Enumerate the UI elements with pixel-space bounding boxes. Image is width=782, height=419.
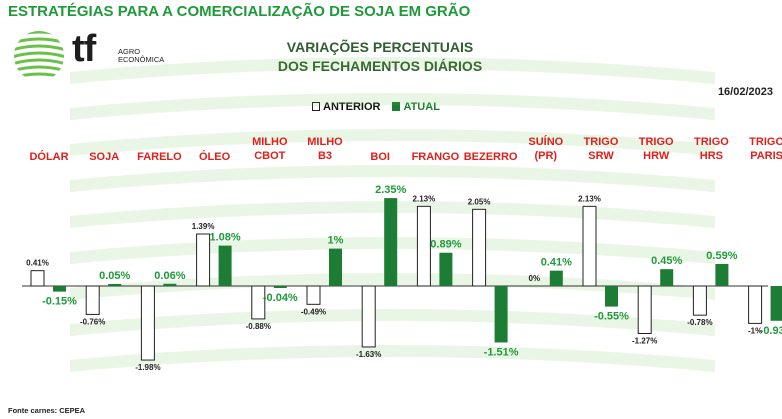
value-label-atual: 0.05% xyxy=(99,270,130,282)
value-label-atual: 0.45% xyxy=(651,255,682,267)
value-label-anterior: -1.98% xyxy=(135,363,160,372)
chart-date: 16/02/2023 xyxy=(717,86,773,98)
bar-anterior xyxy=(306,285,321,305)
category-label: MILHO CBOT xyxy=(252,136,288,162)
category-label: SOJA xyxy=(89,151,119,163)
category-label: TRIGO HRS xyxy=(694,136,729,162)
category-label: DÓLAR xyxy=(29,150,68,163)
logo-mark: tf xyxy=(72,28,96,70)
category-label: TRIGO HRW xyxy=(639,136,674,162)
bar-atual xyxy=(218,245,232,286)
value-label-atual: -0.15% xyxy=(42,296,77,308)
category-label: BOI xyxy=(370,151,390,163)
value-label-atual: 2.35% xyxy=(375,184,406,196)
bar-anterior xyxy=(196,233,211,287)
page-banner: ESTRATÉGIAS PARA A COMERCIALIZAÇÃO DE SO… xyxy=(8,3,471,20)
decor-stripe xyxy=(70,129,715,156)
category-label: BEZERRO xyxy=(464,151,518,163)
bar-atual xyxy=(384,198,398,286)
bar-atual xyxy=(660,269,674,286)
category-label: SUÍNO (PR) xyxy=(528,135,563,162)
value-label-atual: -0.55% xyxy=(594,311,629,323)
category-labels: DÓLAR SOJA FARELO ÓLEO MILHO CBOT MILHO B3 BOI FR… xyxy=(29,135,782,163)
value-labels: 0.41% -0.15%-0.76% 0.05% -1.98% 0.06% 1.39%1.… xyxy=(26,184,782,372)
value-label-atual: -1.51% xyxy=(484,346,519,358)
bar-atual xyxy=(273,286,287,288)
source-note: Fonte carnes: CEPEA xyxy=(8,406,86,415)
chart-legend: ANTERIOR ATUAL xyxy=(312,101,440,113)
value-label-anterior: 0.41% xyxy=(26,259,49,268)
category-label: TRIGO PARIS xyxy=(749,136,782,162)
bar-atual xyxy=(549,270,563,286)
value-label-anterior: 0% xyxy=(529,274,541,283)
decor-stripe xyxy=(70,345,715,372)
category-label: MILHO B3 xyxy=(307,136,343,162)
bar-atual xyxy=(715,263,729,286)
decor-stripe xyxy=(70,93,715,120)
value-label-atual: 1.08% xyxy=(209,232,240,244)
value-label-atual: 0.89% xyxy=(430,239,461,251)
bar-atual xyxy=(329,248,342,286)
category-label: FRANGO xyxy=(412,151,460,163)
value-label-atual: 0.41% xyxy=(541,257,572,269)
bar-anterior xyxy=(85,285,100,315)
legend-current: ATUAL xyxy=(392,101,440,113)
chart-title: VARIAÇÕES PERCENTUAIS DOS FECHAMENTOS DI… xyxy=(277,39,483,74)
decor-stripe xyxy=(70,57,715,84)
value-label-atual: -0.93% xyxy=(760,325,782,337)
bar-anterior xyxy=(472,208,487,287)
bar-atual xyxy=(108,284,122,286)
bar-anterior xyxy=(30,270,45,287)
bar-anterior xyxy=(251,285,266,320)
bar-anterior xyxy=(140,285,155,361)
value-label-anterior: 2.05% xyxy=(468,197,491,206)
value-label-atual: 1% xyxy=(328,235,344,247)
bar-atual xyxy=(53,286,66,292)
decor-stripe xyxy=(70,309,715,336)
value-label-atual: 0.06% xyxy=(154,270,185,282)
bars xyxy=(30,198,782,361)
value-label-anterior: -0.76% xyxy=(80,317,105,326)
company-logo: tf AGRO ECONÔMICA xyxy=(12,28,177,82)
value-label-anterior: 2.13% xyxy=(578,194,601,203)
value-label-anterior: 2.13% xyxy=(413,194,436,203)
value-label-anterior: 1.39% xyxy=(192,222,215,231)
bar-atual xyxy=(770,286,782,321)
bar-anterior xyxy=(692,285,707,316)
decor-stripe xyxy=(70,237,715,264)
value-label-anterior: -1% xyxy=(748,326,762,335)
bar-atual xyxy=(494,286,508,343)
value-label-anterior: -0.88% xyxy=(246,322,271,331)
bar-anterior xyxy=(361,285,376,348)
logo-globe-icon xyxy=(14,31,64,80)
legend-previous: ANTERIOR xyxy=(312,101,380,113)
value-label-anterior: -1.63% xyxy=(356,350,381,359)
bar-anterior xyxy=(748,285,763,324)
value-label-anterior: -0.49% xyxy=(301,307,326,316)
category-label: TRIGO SRW xyxy=(584,136,619,162)
decor-stripe xyxy=(70,165,715,192)
category-label: FARELO xyxy=(137,151,182,163)
category-label: ÓLEO xyxy=(199,150,231,163)
value-label-anterior: -0.78% xyxy=(687,318,712,327)
bar-atual xyxy=(163,283,177,286)
bar-anterior xyxy=(637,285,652,334)
bar-anterior xyxy=(416,205,431,287)
value-label-atual: -0.04% xyxy=(263,292,298,304)
decor-stripe xyxy=(70,201,715,228)
value-label-anterior: -1.27% xyxy=(632,336,657,345)
bar-atual xyxy=(439,252,453,286)
bar-atual xyxy=(605,286,618,307)
value-label-atual: 0.59% xyxy=(706,250,737,262)
bar-anterior xyxy=(582,205,597,287)
logo-subtitle: AGRO ECONÔMICA xyxy=(118,47,165,64)
